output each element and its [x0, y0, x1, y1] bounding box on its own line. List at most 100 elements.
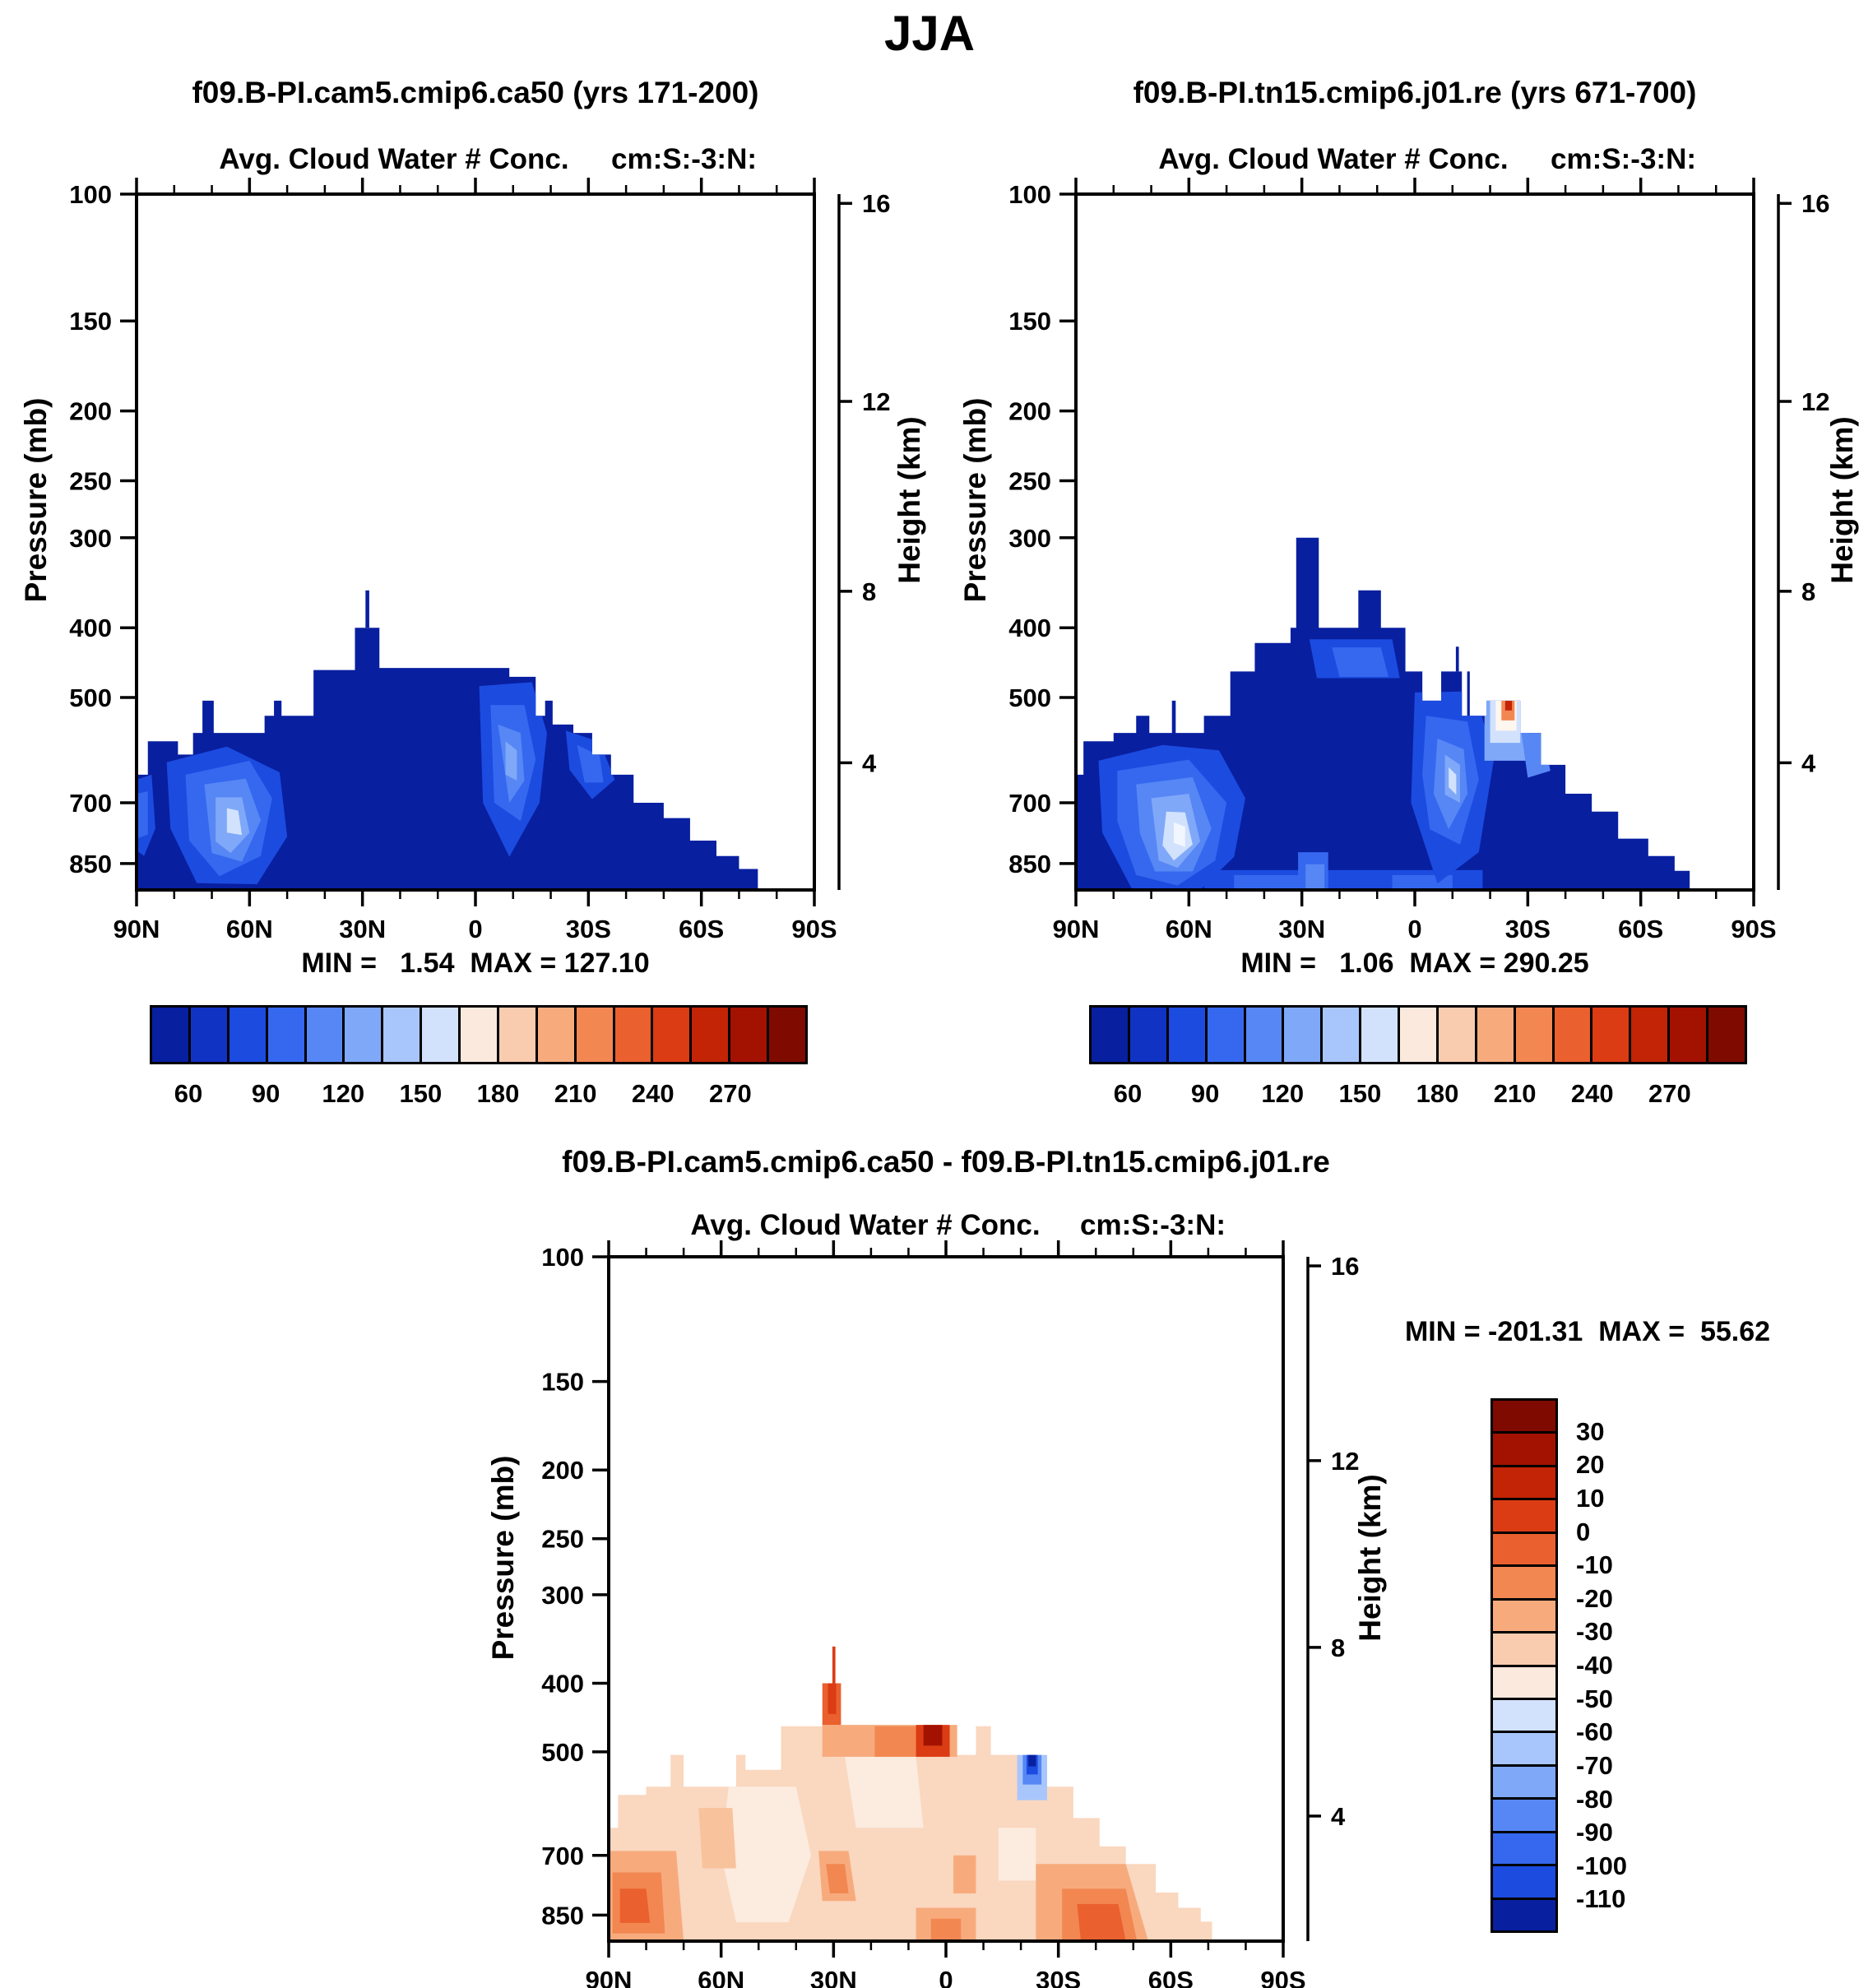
height-tick-label: 16: [1331, 1252, 1359, 1281]
left-panel-field-label: Avg. Cloud Water # Conc.: [219, 143, 569, 175]
height-tick-label: 4: [862, 748, 877, 777]
right-panel-pressure-axis-label: Pressure (mb): [958, 397, 992, 603]
contour-region: [953, 1855, 976, 1893]
pressure-tick-label: 300: [541, 1581, 584, 1610]
difference-panel-height-axis-label: Height (km): [1353, 1474, 1387, 1642]
colorbar-tick-label: 270: [709, 1079, 752, 1108]
season-title: JJA: [883, 6, 976, 61]
contour-region: [505, 741, 517, 781]
x-tick-label: 0: [1407, 915, 1421, 943]
colorbar-tick-label: -50: [1576, 1684, 1613, 1713]
pressure-tick-label: 250: [541, 1525, 584, 1554]
colorbar-tick-label: 10: [1576, 1483, 1605, 1513]
right-panel-title: f09.B-PI.tn15.cmip6.j01.re (yrs 671-700): [1133, 76, 1697, 109]
contour-region: [137, 791, 148, 839]
colorbar-cell: [1493, 1564, 1555, 1598]
contour-region: [1305, 864, 1325, 890]
x-tick-label: 0: [468, 915, 482, 943]
colorbar-cell: [1493, 1797, 1555, 1831]
contour-region: [1455, 646, 1459, 672]
contour-region: [137, 628, 758, 890]
colorbar-tick-label: 240: [1570, 1079, 1614, 1108]
colorbar-tick-label: 120: [1261, 1079, 1305, 1108]
colorbar-cell: [1493, 1664, 1555, 1698]
colorbar-cell: [1359, 1008, 1398, 1062]
colorbar-cell: [728, 1008, 767, 1062]
x-tick-label: 30N: [339, 915, 386, 943]
colorbar-cell: [1629, 1008, 1668, 1062]
colorbar-cell: [1493, 1697, 1555, 1731]
contour-region: [365, 590, 369, 628]
x-tick-label: 90S: [791, 915, 837, 943]
colorbar-cell: [420, 1008, 458, 1062]
difference-panel-title: f09.B-PI.cam5.cmip6.ca50 - f09.B-PI.tn15…: [562, 1145, 1330, 1179]
height-tick-label: 8: [1801, 577, 1815, 606]
colorbar-cell: [265, 1008, 304, 1062]
pressure-tick-label: 100: [541, 1243, 584, 1272]
pressure-tick-label: 100: [1008, 180, 1051, 209]
pressure-tick-label: 200: [69, 397, 112, 426]
height-tick-label: 12: [1331, 1447, 1359, 1476]
x-tick-label: 30S: [566, 915, 611, 943]
colorbar-cell: [612, 1008, 651, 1062]
height-tick-label: 16: [1801, 189, 1829, 218]
pressure-tick-label: 100: [69, 180, 112, 209]
left-panel-units-label: cm:S:-3:N:: [611, 143, 757, 175]
colorbar-cell: [1493, 1464, 1555, 1499]
pressure-tick-label: 850: [1008, 850, 1051, 878]
colorbar-tick-label: -40: [1576, 1651, 1613, 1680]
colorbar-tick-label: 150: [1338, 1079, 1382, 1108]
right-panel-minmax: MIN = 1.06 MAX = 290.25: [1240, 948, 1589, 979]
colorbar-tick-label: 120: [322, 1079, 365, 1108]
colorbar-cell: [1435, 1008, 1475, 1062]
difference-panel-pressure-axis-label: Pressure (mb): [486, 1455, 520, 1661]
pressure-tick-label: 500: [69, 684, 112, 712]
colorbar-cell: [1706, 1008, 1745, 1062]
colorbar-cell: [1127, 1008, 1166, 1062]
contour-region: [1234, 874, 1310, 890]
colorbar-cell: [1493, 1864, 1555, 1898]
contour-region: [1077, 1903, 1126, 1941]
height-tick-label: 16: [862, 189, 890, 218]
contour-region: [1467, 671, 1470, 716]
colorbar-tick-label: 30: [1576, 1416, 1605, 1446]
height-tick-label: 12: [862, 387, 890, 416]
contour-region: [828, 1683, 837, 1714]
colorbar-cell: [1513, 1008, 1552, 1062]
colorbar-tick-label: -30: [1576, 1617, 1613, 1647]
right-panel-colorbar: [1089, 1005, 1747, 1064]
colorbar-cell: [188, 1008, 227, 1062]
colorbar-tick-label: -60: [1576, 1717, 1613, 1747]
difference-panel-colorbar: [1490, 1398, 1558, 1933]
contour-region: [923, 1725, 943, 1746]
pressure-tick-label: 300: [1008, 524, 1051, 553]
contour-region: [998, 1828, 1036, 1881]
colorbar-cell: [1243, 1008, 1282, 1062]
x-tick-label: 30N: [810, 1966, 857, 1988]
left-panel-height-axis-label: Height (km): [892, 416, 926, 584]
x-tick-label: 90S: [1260, 1966, 1305, 1988]
colorbar-tick-label: 90: [1190, 1079, 1220, 1108]
pressure-tick-label: 150: [541, 1368, 584, 1397]
contour-region: [721, 1786, 811, 1923]
colorbar-cell: [1493, 1631, 1555, 1665]
colorbar-cell: [304, 1008, 343, 1062]
difference-panel-field-label: Avg. Cloud Water # Conc.: [690, 1209, 1041, 1241]
colorbar-tick-label: 60: [174, 1079, 203, 1108]
colorbar-cell: [381, 1008, 420, 1062]
colorbar-tick-label: 60: [1113, 1079, 1143, 1108]
pressure-tick-label: 200: [1008, 397, 1051, 426]
colorbar-tick-label: 20: [1576, 1450, 1605, 1480]
contour-plot: 90N 60N 30N 0 30S 60S 90S 100 150 200 250 300 400 500…: [69, 178, 890, 943]
pressure-tick-label: 400: [541, 1669, 584, 1698]
colorbar-cell: [226, 1008, 266, 1062]
contour-region: [1449, 767, 1457, 795]
colorbar-tick-label: -80: [1576, 1784, 1613, 1814]
colorbar-tick-label: 180: [1416, 1079, 1459, 1108]
pressure-tick-label: 400: [69, 614, 112, 642]
colorbar-cell: [1551, 1008, 1591, 1062]
colorbar-tick-label: -10: [1576, 1550, 1613, 1580]
x-tick-label: 60S: [679, 915, 724, 943]
colorbar-cell: [1166, 1008, 1205, 1062]
difference-panel-units-label: cm:S:-3:N:: [1080, 1209, 1226, 1241]
